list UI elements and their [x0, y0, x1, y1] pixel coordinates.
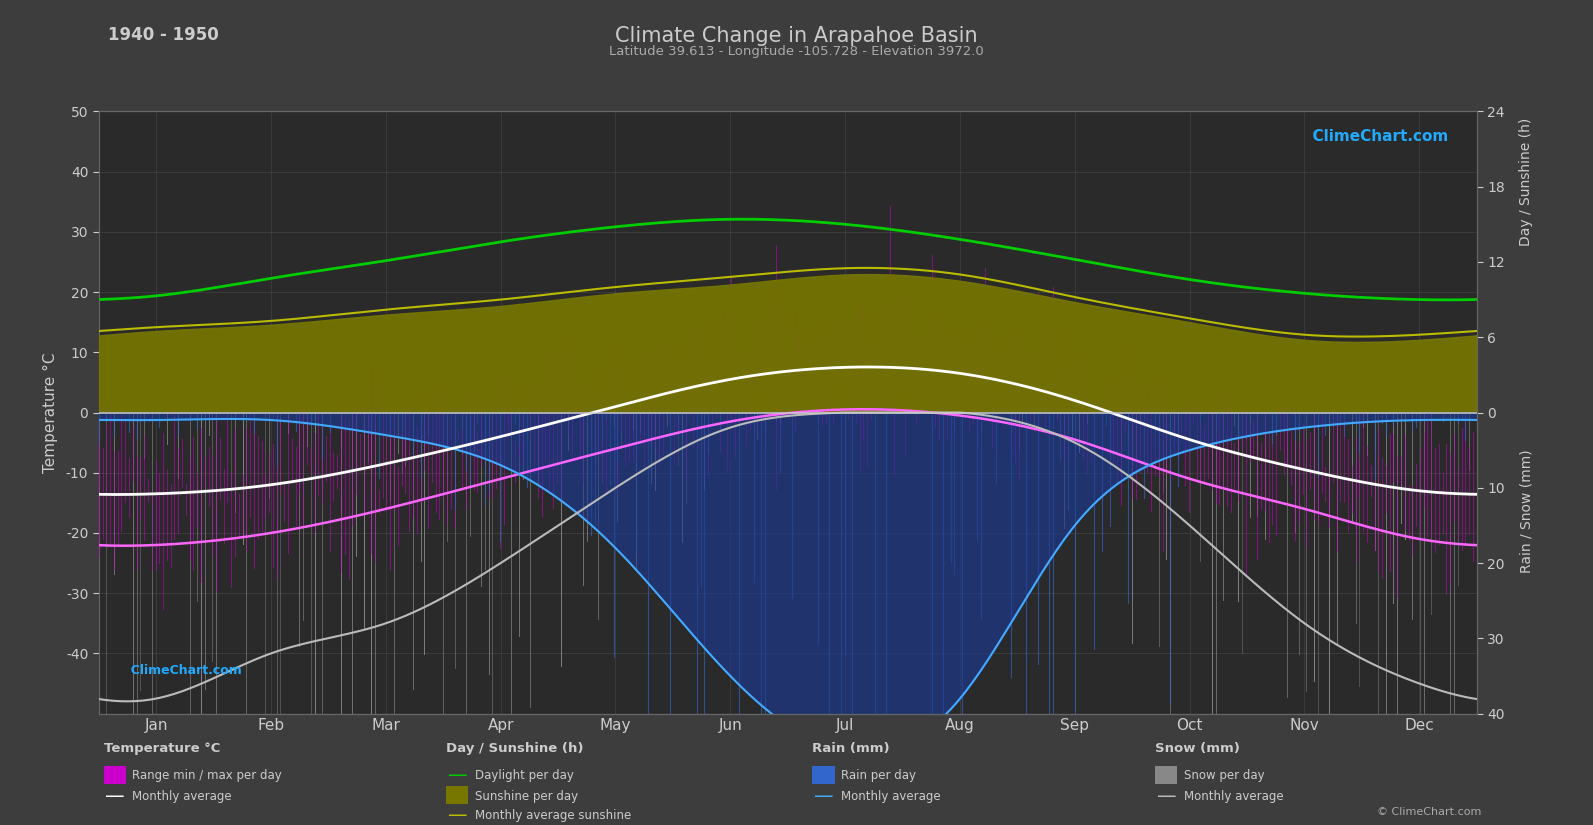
Text: Day / Sunshine (h): Day / Sunshine (h) — [446, 742, 583, 756]
Text: Monthly average: Monthly average — [841, 790, 941, 803]
Text: —: — — [105, 786, 124, 806]
Text: Monthly average: Monthly average — [1184, 790, 1284, 803]
Text: Range min / max per day: Range min / max per day — [132, 769, 282, 782]
Text: Monthly average sunshine: Monthly average sunshine — [475, 808, 631, 822]
Text: Rain per day: Rain per day — [841, 769, 916, 782]
Text: —: — — [1157, 786, 1176, 806]
Text: Snow (mm): Snow (mm) — [1155, 742, 1239, 756]
Text: Rain / Snow (mm): Rain / Snow (mm) — [1520, 450, 1532, 573]
Text: Sunshine per day: Sunshine per day — [475, 790, 578, 803]
Text: Rain (mm): Rain (mm) — [812, 742, 890, 756]
Text: Climate Change in Arapahoe Basin: Climate Change in Arapahoe Basin — [615, 26, 978, 46]
Text: —: — — [448, 766, 467, 785]
Text: 1940 - 1950: 1940 - 1950 — [108, 26, 220, 45]
Text: —: — — [814, 786, 833, 806]
Text: —: — — [448, 805, 467, 825]
Y-axis label: Temperature °C: Temperature °C — [43, 352, 57, 473]
Text: ClimeChart.com: ClimeChart.com — [121, 664, 242, 677]
Text: Monthly average: Monthly average — [132, 790, 233, 803]
Text: © ClimeChart.com: © ClimeChart.com — [1376, 807, 1481, 817]
Text: Snow per day: Snow per day — [1184, 769, 1265, 782]
Text: Temperature °C: Temperature °C — [104, 742, 220, 756]
Text: Latitude 39.613 - Longitude -105.728 - Elevation 3972.0: Latitude 39.613 - Longitude -105.728 - E… — [609, 45, 984, 58]
Text: ClimeChart.com: ClimeChart.com — [1301, 130, 1448, 144]
Text: Daylight per day: Daylight per day — [475, 769, 573, 782]
Text: Day / Sunshine (h): Day / Sunshine (h) — [1520, 117, 1532, 246]
